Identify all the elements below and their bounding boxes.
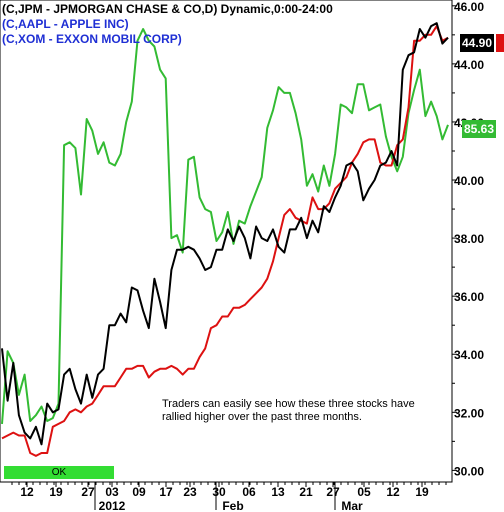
- y-tick-label: 40.00: [454, 174, 484, 188]
- x-tick-label: 23: [183, 485, 197, 499]
- status-ok-bar[interactable]: OK: [4, 466, 114, 479]
- y-tick-label: 46.00: [454, 0, 484, 14]
- legend-item-aapl: (C,AAPL - APPLE INC): [2, 17, 129, 31]
- y-tick-label: 32.00: [454, 406, 484, 420]
- x-tick-label: 05: [357, 485, 371, 499]
- x-tick-label: 03: [105, 485, 119, 499]
- series-layer: [1, 22, 449, 457]
- x-period-label: Feb: [222, 499, 243, 512]
- series-line-aapl: [1, 25, 449, 457]
- x-tick-label: 12: [386, 485, 400, 499]
- series-line-jpm: [1, 22, 449, 446]
- x-tick-label: 06: [242, 485, 256, 499]
- legend-item-jpm: (C,JPM - JPMORGAN CHASE & CO,D) Dynamic,…: [2, 2, 333, 16]
- x-tick-label: 27: [326, 485, 340, 499]
- y-tick-label: 36.00: [454, 290, 484, 304]
- x-tick-label: 27: [81, 485, 95, 499]
- plot-area: [0, 0, 453, 483]
- y-tick-label: 34.00: [454, 348, 484, 362]
- x-tick-label: 17: [159, 485, 173, 499]
- x-tick-label: 09: [132, 485, 146, 499]
- y-tick-label: 30.00: [454, 464, 484, 478]
- x-period-label: 2012: [99, 499, 126, 512]
- x-period-label: Mar: [341, 499, 363, 512]
- y-axis: 30.0032.0034.0036.0038.0040.0042.0044.00…: [452, 0, 484, 478]
- legend-item-xom: (C,XOM - EXXON MOBIL CORP): [2, 32, 182, 46]
- x-tick-label: 30: [212, 485, 226, 499]
- x-tick-label: 13: [271, 485, 285, 499]
- y-tick-label: 38.00: [454, 232, 484, 246]
- aapl-last-value-marker: [496, 34, 504, 52]
- x-tick-label: 21: [299, 485, 313, 499]
- jpm-last-value-tag: 44.90: [459, 34, 494, 52]
- chart-annotation: Traders can easily see how these three s…: [162, 398, 415, 423]
- x-tick-label: 12: [20, 485, 34, 499]
- xom-last-value-tag: 85.63: [461, 120, 496, 138]
- y-tick-label: 44.00: [454, 58, 484, 72]
- series-line-xom: [1, 28, 449, 424]
- x-tick-label: 19: [415, 485, 429, 499]
- x-tick-label: 19: [49, 485, 63, 499]
- x-axis: 12 19 27 03 09 17 23 30 06 13 21 27 05 12 19 2012 Feb Mar: [11, 482, 447, 512]
